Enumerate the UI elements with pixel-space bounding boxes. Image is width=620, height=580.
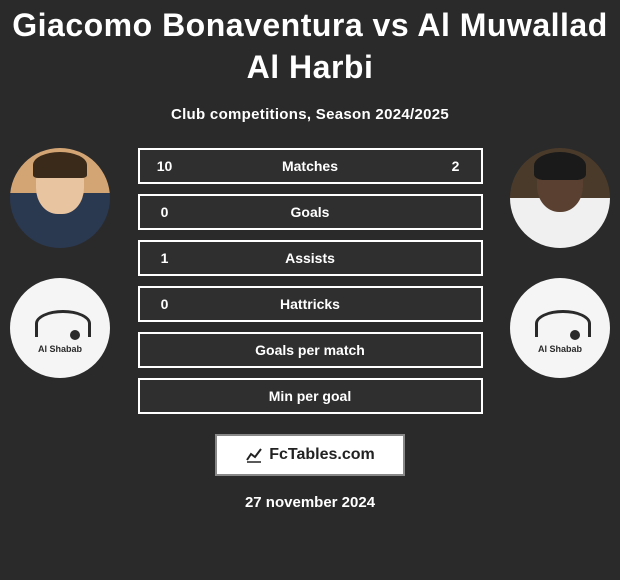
stat-left-value: 1 (140, 250, 190, 266)
stat-right-value: 2 (431, 158, 481, 174)
page-subtitle: Club competitions, Season 2024/2025 (171, 106, 449, 123)
footer-date: 27 november 2024 (245, 494, 375, 511)
stat-label: Min per goal (190, 388, 431, 404)
main-container: Giacomo Bonaventura vs Al Muwallad Al Ha… (0, 0, 620, 580)
watermark-badge[interactable]: FcTables.com (215, 434, 405, 476)
right-avatar-column: Al Shabab (510, 148, 610, 378)
player-left-avatar (10, 148, 110, 248)
stat-left-value: 0 (140, 296, 190, 312)
stat-left-value: 0 (140, 204, 190, 220)
stat-row-hattricks: 0 Hattricks (138, 286, 483, 322)
left-avatar-column: Al Shabab (10, 148, 110, 378)
player-right-avatar (510, 148, 610, 248)
stat-row-goals-per-match: Goals per match (138, 332, 483, 368)
stat-label: Goals per match (190, 342, 431, 358)
stat-label: Matches (190, 158, 431, 174)
stat-label: Hattricks (190, 296, 431, 312)
stat-left-value: 10 (140, 158, 190, 174)
comparison-area: Al Shabab 10 Matches 2 0 Goals 1 Assists… (10, 148, 610, 414)
stat-row-goals: 0 Goals (138, 194, 483, 230)
stat-label: Assists (190, 250, 431, 266)
stat-row-min-per-goal: Min per goal (138, 378, 483, 414)
club-logo-icon: Al Shabab (525, 293, 595, 363)
stats-column: 10 Matches 2 0 Goals 1 Assists 0 Hattric… (138, 148, 483, 414)
player-left-club-avatar: Al Shabab (10, 278, 110, 378)
page-title: Giacomo Bonaventura vs Al Muwallad Al Ha… (10, 5, 610, 88)
player-right-club-avatar: Al Shabab (510, 278, 610, 378)
chart-icon (245, 446, 263, 464)
stat-row-matches: 10 Matches 2 (138, 148, 483, 184)
stat-label: Goals (190, 204, 431, 220)
stat-row-assists: 1 Assists (138, 240, 483, 276)
club-logo-icon: Al Shabab (25, 293, 95, 363)
watermark-text: FcTables.com (269, 446, 375, 464)
